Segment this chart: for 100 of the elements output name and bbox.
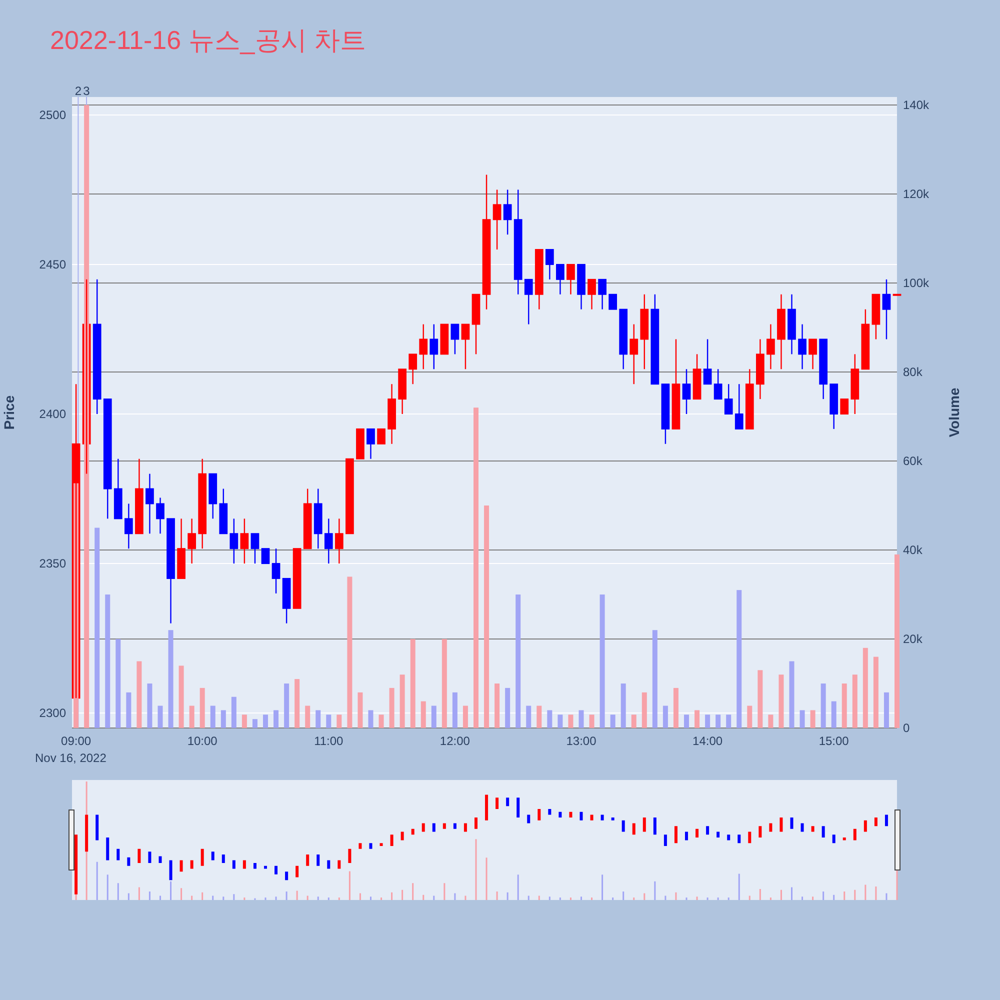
bar — [578, 710, 584, 728]
bar — [778, 674, 784, 728]
candlestick — [650, 294, 660, 385]
bar — [800, 710, 805, 728]
candlestick — [419, 324, 428, 370]
candlestick — [745, 368, 754, 430]
candlestick — [292, 548, 302, 609]
bar — [116, 639, 121, 728]
bar — [894, 554, 900, 728]
bar — [274, 710, 279, 728]
bar — [505, 688, 510, 728]
y-tick-label: 2500 — [39, 108, 66, 122]
y-tick-label: 2300 — [39, 706, 66, 720]
bar — [431, 706, 436, 728]
bar — [136, 661, 142, 728]
y-tick-label: 2350 — [39, 556, 66, 571]
bar — [736, 590, 742, 728]
bar — [231, 696, 236, 728]
bar — [168, 630, 174, 728]
candlestick — [440, 324, 449, 355]
bar — [526, 706, 532, 728]
bar — [726, 714, 732, 728]
bar — [831, 701, 836, 728]
candlestick — [724, 383, 733, 415]
bar — [662, 706, 668, 728]
bar — [631, 714, 636, 728]
y2-axis-title: Volume — [946, 388, 962, 438]
bar — [94, 528, 100, 728]
bar — [200, 688, 205, 728]
candlestick — [714, 368, 722, 400]
candlestick — [630, 324, 638, 385]
bar — [326, 714, 332, 728]
candlestick — [514, 189, 522, 295]
bar — [474, 408, 478, 728]
chart-title: 2022-11-16 뉴스_공시 차트 — [50, 25, 366, 55]
bar — [652, 630, 658, 728]
bar — [862, 648, 868, 728]
bar — [220, 710, 226, 728]
bar — [642, 692, 647, 728]
x-tick-label: 10:00 — [187, 734, 218, 748]
bar — [768, 714, 774, 728]
candlestick — [261, 548, 270, 564]
x-tick-label: 13:00 — [566, 734, 597, 748]
bar — [610, 714, 616, 728]
candlestick — [219, 488, 228, 534]
bar — [252, 719, 258, 728]
bar — [462, 706, 468, 728]
bar — [347, 576, 352, 728]
bar — [410, 639, 416, 728]
y2-tick-label: 140k — [903, 98, 930, 112]
bar — [368, 710, 374, 728]
bar — [516, 594, 521, 728]
bar — [600, 594, 605, 728]
y2-tick-label: 120k — [903, 187, 930, 202]
bar — [358, 692, 363, 728]
bar — [568, 714, 574, 728]
candlestick — [430, 324, 438, 370]
candlestick — [324, 518, 333, 564]
y-axis-title: Price — [1, 395, 17, 430]
y-tick-label: 2450 — [39, 257, 66, 272]
bar — [336, 714, 342, 728]
bar — [284, 684, 290, 728]
y2-tick-label: 40k — [903, 543, 924, 558]
bar — [442, 639, 447, 728]
annotation: 3 — [83, 84, 90, 98]
x-tick-label: 09:00 — [61, 734, 92, 748]
bar — [620, 684, 626, 728]
bar — [673, 688, 678, 728]
x-tick-label: 14:00 — [692, 734, 723, 748]
bar — [558, 714, 563, 728]
y2-tick-label: 100k — [903, 276, 930, 290]
annotation: 2 — [74, 84, 82, 98]
bar — [316, 710, 321, 728]
candlestick — [346, 458, 354, 534]
bar — [178, 666, 184, 728]
text: Nov 16, 2022 — [35, 751, 107, 765]
bar — [758, 670, 763, 728]
bar — [716, 714, 721, 728]
bar — [589, 714, 594, 728]
bar — [494, 684, 500, 728]
bar — [684, 714, 689, 728]
bar — [378, 714, 384, 728]
bar — [884, 692, 889, 728]
candlestick — [356, 428, 364, 460]
bar — [400, 674, 405, 728]
bar — [305, 706, 310, 728]
x-tick-label: 15:00 — [818, 734, 850, 748]
bar — [389, 688, 394, 728]
x-tick-label: 11:00 — [314, 734, 344, 748]
bar — [820, 684, 826, 728]
bar — [484, 506, 490, 728]
bar — [873, 656, 878, 728]
bar — [262, 714, 268, 728]
main-plot: 2 3 140k 2500 120k 2450 100k 80k 2400 60k 40k 2350 20k 2300 0 09:00 10:00 11:00 12:00 13:00 14:00 15:00 Price Volume Nov 16, 2022 — [1, 84, 962, 765]
bar — [126, 692, 132, 728]
bar — [105, 594, 110, 728]
bar — [852, 674, 858, 728]
bar — [747, 706, 752, 728]
bar — [147, 684, 152, 728]
candlestick — [377, 428, 386, 444]
